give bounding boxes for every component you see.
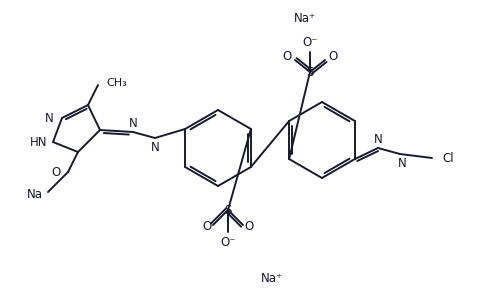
Text: O: O [52, 165, 61, 178]
Text: O⁻: O⁻ [220, 236, 236, 249]
Text: N: N [398, 157, 407, 170]
Text: O: O [203, 221, 212, 234]
Text: O: O [244, 221, 254, 234]
Text: Na: Na [27, 187, 43, 200]
Text: O: O [328, 49, 338, 62]
Text: N: N [374, 133, 383, 146]
Text: Na⁺: Na⁺ [294, 12, 316, 25]
Text: N: N [45, 112, 54, 125]
Text: N: N [151, 141, 160, 154]
Text: O: O [283, 49, 292, 62]
Text: Cl: Cl [442, 152, 454, 165]
Text: N: N [129, 117, 138, 130]
Text: S: S [306, 65, 314, 78]
Text: CH₃: CH₃ [106, 78, 127, 88]
Text: HN: HN [29, 136, 47, 149]
Text: Na⁺: Na⁺ [261, 271, 283, 284]
Text: S: S [224, 204, 232, 216]
Text: O⁻: O⁻ [302, 36, 318, 49]
